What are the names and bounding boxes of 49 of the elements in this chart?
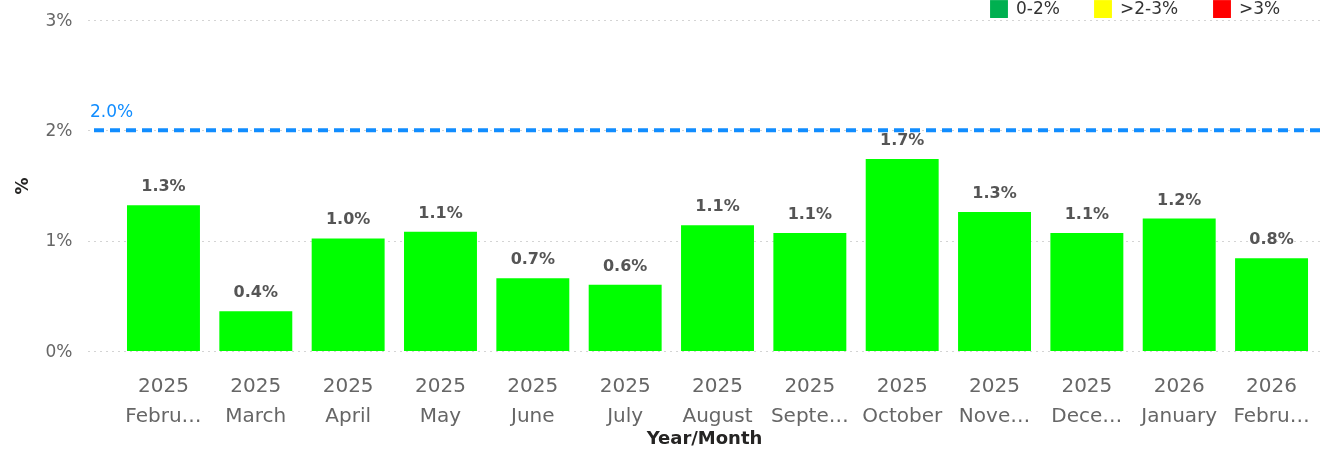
y-tick-label: 2% [45, 119, 73, 140]
x-tick-label: 2025 March [225, 372, 287, 427]
bar [588, 284, 662, 351]
bar [311, 238, 385, 351]
x-tick-label: 2025 April [322, 372, 374, 427]
x-tick-label: 2025 Nove… [958, 372, 1031, 427]
data-label: 1.1% [418, 202, 463, 222]
x-tick-label: 2025 Septe… [770, 372, 849, 427]
bar [496, 278, 570, 351]
data-label: 0.8% [1249, 229, 1294, 249]
bar [1050, 232, 1124, 351]
bar [1235, 258, 1309, 351]
data-label: 1.1% [787, 203, 833, 223]
data-label: 1.7% [880, 130, 925, 150]
legend-label: 0-2% [1016, 0, 1060, 19]
bar [1142, 218, 1216, 351]
y-tick-label: 1% [45, 230, 73, 251]
data-label: 1.2% [1157, 189, 1202, 209]
y-axis-title: % [11, 177, 32, 195]
ref-line-label: 2.0% [90, 101, 134, 122]
x-tick-label: 2025 Febru… [125, 372, 202, 427]
data-label: 1.1% [1064, 203, 1110, 223]
x-tick-label: 2025 Dece… [1051, 372, 1123, 427]
bar [219, 311, 293, 351]
bar [865, 159, 939, 351]
x-tick-label: 2025 June [507, 372, 559, 427]
x-tick-label: 2025 October [862, 372, 943, 427]
x-tick-label: 2025 May [415, 372, 466, 427]
bar [773, 232, 847, 351]
data-label: 1.3% [972, 182, 1017, 202]
bar [958, 211, 1031, 351]
bar [126, 205, 200, 351]
legend-label: >3% [1239, 0, 1281, 19]
x-tick-label: 2026 January [1139, 372, 1218, 427]
bar [404, 231, 477, 351]
data-label: 1.1% [695, 196, 740, 216]
x-tick-label: 2026 Febru… [1233, 372, 1310, 427]
legend-label: >2-3% [1120, 0, 1179, 19]
data-label: 0.6% [602, 255, 648, 275]
bar [681, 225, 754, 351]
x-tick-label: 2025 August [682, 372, 753, 427]
data-label: 0.7% [510, 249, 556, 269]
data-label: 0.4% [233, 282, 278, 302]
x-tick-label: 2025 July [599, 372, 651, 427]
y-tick-label: 0% [45, 340, 73, 361]
x-axis-title: Year/Month [645, 426, 763, 448]
data-label: 1.0% [325, 209, 371, 229]
data-label: 1.3% [141, 176, 186, 196]
y-tick-label: 3% [45, 9, 73, 30]
